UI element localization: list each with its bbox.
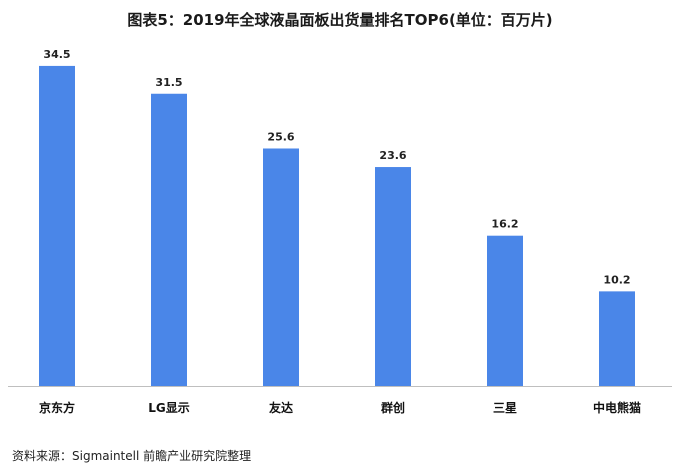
bar-2 — [263, 148, 299, 386]
category-label-1: LG显示 — [148, 401, 190, 415]
data-label-5: 10.2 — [603, 273, 630, 286]
data-label-0: 34.5 — [43, 48, 70, 61]
chart-title: 图表5：2019年全球液晶面板出货量排名TOP6(单位：百万片) — [127, 11, 553, 29]
data-label-4: 16.2 — [491, 218, 518, 231]
bar-3 — [375, 167, 411, 386]
bars-layer: 34.5 京东方 31.5 LG显示 25.6 友达 23.6 群创 16.2 三星 10.2 中电熊… — [39, 48, 641, 415]
bar-1 — [151, 93, 187, 386]
category-label-4: 三星 — [493, 401, 517, 415]
bar-4 — [487, 235, 523, 386]
category-label-3: 群创 — [380, 400, 405, 415]
category-label-0: 京东方 — [39, 400, 75, 415]
data-label-1: 31.5 — [155, 76, 182, 89]
data-label-2: 25.6 — [267, 130, 294, 143]
category-label-5: 中电熊猫 — [593, 400, 641, 415]
source-note: 资料来源：Sigmaintell 前瞻产业研究院整理 — [12, 449, 252, 463]
bar-5 — [599, 291, 635, 386]
category-label-2: 友达 — [268, 400, 293, 415]
bar-0 — [39, 65, 75, 387]
data-label-3: 23.6 — [379, 149, 406, 162]
